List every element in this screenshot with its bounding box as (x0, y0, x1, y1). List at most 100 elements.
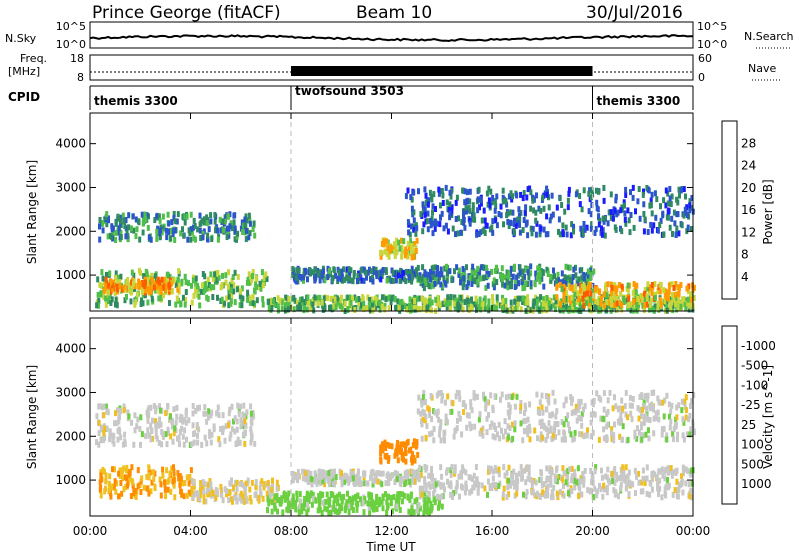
heatmap-cell (191, 491, 194, 498)
heatmap-cell (571, 286, 575, 293)
heatmap-cell (166, 486, 170, 493)
heatmap-cell (146, 417, 150, 424)
heatmap-cell (111, 230, 115, 237)
heatmap-cell (171, 231, 175, 238)
heatmap-cell (684, 480, 688, 487)
heatmap-cell (346, 500, 350, 507)
time-axis-ticks: 00:00 04:00 08:00 12:00 16:00 20:00 00:00 (73, 113, 710, 538)
heatmap-cell (678, 192, 681, 199)
heatmap-cell (458, 304, 462, 311)
heatmap-cell (98, 282, 102, 288)
heatmap-cell (508, 283, 512, 290)
heatmap-cell (648, 301, 652, 308)
heatmap-cell (416, 408, 420, 415)
heatmap-cell (247, 212, 251, 219)
heatmap-cell (687, 481, 691, 488)
heatmap-cell (332, 267, 336, 274)
heatmap-cell (98, 217, 102, 223)
heatmap-cell (208, 433, 212, 439)
heatmap-cell (526, 269, 530, 276)
heatmap-cell (203, 404, 207, 411)
heatmap-cell (690, 430, 694, 437)
heatmap-cell (477, 186, 481, 193)
heatmap-cell (164, 493, 168, 500)
heatmap-cell (635, 302, 639, 309)
heatmap-cell (215, 277, 219, 284)
heatmap-cell (138, 425, 142, 432)
heatmap-cell (524, 204, 528, 211)
heatmap-cell (207, 414, 210, 421)
heatmap-cell (424, 413, 428, 420)
heatmap-cell (677, 402, 681, 409)
heatmap-cell (138, 481, 142, 488)
heatmap-cell (523, 209, 527, 216)
heatmap-cell (235, 426, 239, 433)
heatmap-cell (206, 217, 210, 223)
heatmap-cell (512, 468, 516, 475)
heatmap-cell (666, 214, 670, 221)
heatmap-cell (381, 267, 385, 273)
heatmap-cell (650, 476, 654, 483)
heatmap-cell (459, 470, 463, 477)
heatmap-cell (661, 472, 665, 479)
heatmap-cell (182, 441, 186, 448)
heatmap-cell (355, 479, 359, 486)
heatmap-cell (337, 491, 341, 498)
heatmap-cell (570, 473, 574, 480)
heatmap-cell (521, 269, 525, 276)
heatmap-cell (384, 491, 387, 498)
heatmap-cell (670, 299, 674, 306)
heatmap-cell (619, 290, 623, 297)
heatmap-cell (610, 296, 614, 302)
heatmap-cell (633, 433, 637, 440)
heatmap-cell (189, 467, 193, 474)
heatmap-cell (427, 497, 431, 504)
heatmap-cell (491, 482, 495, 489)
heatmap-cell (540, 470, 543, 476)
heatmap-cell (158, 407, 162, 414)
heatmap-cell (149, 422, 153, 429)
heatmap-cell (592, 397, 596, 404)
heatmap-cell (397, 239, 401, 246)
heatmap-cell (521, 227, 525, 233)
heatmap-cell (538, 419, 542, 426)
heatmap-cell (433, 220, 437, 227)
heatmap-cell (475, 231, 479, 238)
heatmap-cell (457, 473, 461, 480)
heatmap-cell (636, 198, 640, 205)
heatmap-cell (574, 264, 577, 271)
heatmap-cell (206, 276, 210, 283)
heatmap-cell (480, 217, 484, 224)
heatmap-cell (448, 268, 452, 275)
heatmap-cell (566, 275, 570, 282)
heatmap-cell (225, 295, 229, 302)
heatmap-cell (592, 292, 596, 299)
heatmap-cell (595, 187, 598, 194)
heatmap-cell (652, 389, 656, 396)
heatmap-cell (136, 467, 140, 474)
heatmap-cell (492, 284, 496, 291)
heatmap-cell (493, 198, 497, 205)
heatmap-cell (291, 493, 295, 500)
heatmap-cell (191, 277, 195, 284)
heatmap-cell (567, 283, 571, 290)
heatmap-cell (101, 227, 105, 234)
heatmap-cell (463, 199, 467, 206)
heatmap-cell (429, 500, 433, 507)
heatmap-cell (570, 477, 574, 484)
heatmap-cell (623, 202, 626, 209)
heatmap-cell (472, 390, 476, 397)
heatmap-cell (532, 207, 536, 214)
heatmap-cell (147, 472, 151, 478)
heatmap-cell (103, 283, 107, 289)
heatmap-cell (257, 284, 261, 291)
heatmap-cell (473, 278, 477, 284)
heatmap-cell (465, 297, 469, 304)
heatmap-cell (688, 198, 692, 205)
heatmap-cell (687, 416, 691, 423)
heatmap-cell (143, 211, 147, 218)
heatmap-cell (440, 397, 444, 404)
heatmap-cell (121, 212, 125, 219)
heatmap-cell (462, 275, 466, 282)
heatmap-cell (322, 469, 326, 476)
